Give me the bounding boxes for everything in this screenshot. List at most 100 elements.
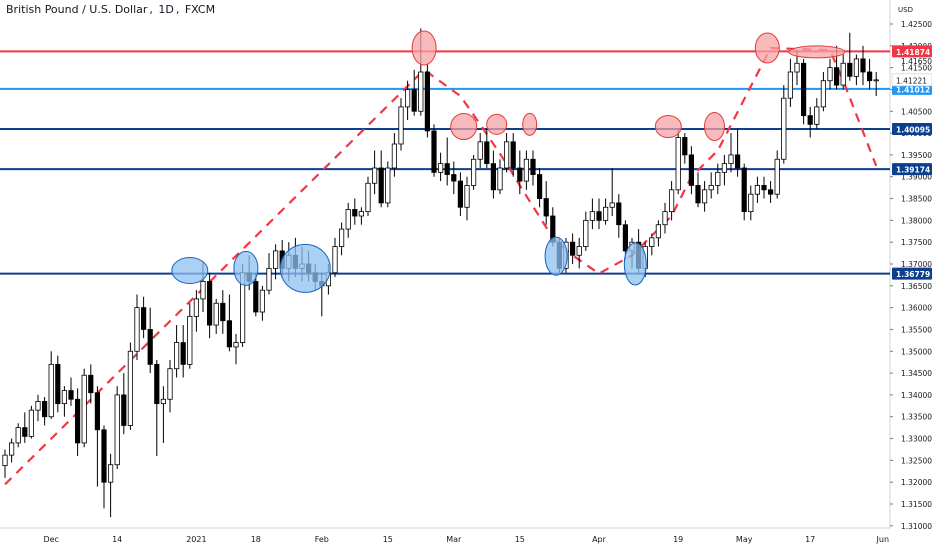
time-tick-label: 2021 xyxy=(186,535,206,544)
candle-body xyxy=(233,342,239,348)
candle-body xyxy=(266,267,272,291)
level-price-label: 1.41874 xyxy=(896,48,930,57)
support-marker[interactable] xyxy=(171,257,209,285)
candle-body xyxy=(391,143,398,169)
candle-body xyxy=(61,390,68,405)
candle-body xyxy=(464,185,470,208)
candle-body xyxy=(715,171,721,186)
time-tick-label: Mar xyxy=(446,535,462,544)
time-tick-label: 15 xyxy=(383,535,393,544)
resistance-marker[interactable] xyxy=(788,45,846,59)
level-price-label: 1.36779 xyxy=(896,270,930,279)
candle-body xyxy=(101,429,107,483)
level-price-badge xyxy=(892,267,932,280)
candle-body xyxy=(259,289,266,313)
candle-body xyxy=(88,374,94,394)
price-tick-label: 1.37000 xyxy=(901,260,932,269)
last-price-badge xyxy=(891,73,932,87)
candle-body xyxy=(431,130,437,173)
candle-body xyxy=(820,80,827,108)
price-tick-label: 1.35500 xyxy=(901,325,932,334)
candle-body xyxy=(695,185,701,204)
candle-body xyxy=(517,167,523,182)
resistance-marker[interactable] xyxy=(654,115,682,139)
candle-body xyxy=(503,141,510,169)
resistance-marker[interactable] xyxy=(411,30,437,66)
candle-body xyxy=(345,209,351,230)
candle-body xyxy=(774,158,780,195)
resistance-marker[interactable] xyxy=(450,113,478,141)
chart-title: British Pound / U.S. Dollar, 1D, FXCM xyxy=(6,3,216,16)
price-tick-label: 1.32000 xyxy=(901,478,932,487)
support-marker[interactable] xyxy=(279,243,331,293)
candle-body xyxy=(220,302,226,322)
candle-body xyxy=(42,401,48,418)
candle-body xyxy=(543,198,549,217)
candle-body xyxy=(741,167,747,213)
exchange: FXCM xyxy=(184,3,216,16)
currency-label: USD xyxy=(898,6,913,14)
price-tick-label: 1.33000 xyxy=(901,435,932,444)
support-marker[interactable] xyxy=(544,236,568,276)
candle-body xyxy=(873,79,879,82)
price-tick-label: 1.36000 xyxy=(901,304,932,313)
candle-body xyxy=(728,154,734,165)
candle-body xyxy=(721,163,728,173)
candle-body xyxy=(761,185,767,191)
candle-body xyxy=(134,307,140,352)
candle-body xyxy=(847,62,853,77)
candle-body xyxy=(193,298,199,317)
resistance-marker[interactable] xyxy=(754,32,780,64)
time-tick-label: Jun xyxy=(876,535,890,544)
resistance-marker[interactable] xyxy=(522,112,538,136)
level-price-badge xyxy=(892,45,932,58)
candle-body xyxy=(108,464,114,483)
extra-price-label: 1.41650 xyxy=(901,57,932,66)
trend-projection-line[interactable] xyxy=(4,46,878,486)
candle-body xyxy=(510,141,516,169)
candle-body xyxy=(622,224,629,252)
candle-body xyxy=(523,158,530,182)
time-tick-label: Feb xyxy=(315,535,329,544)
candle-body xyxy=(404,89,411,108)
candle-body xyxy=(35,401,41,411)
candle-body xyxy=(8,442,15,456)
candle-body xyxy=(154,363,160,405)
candle-body xyxy=(834,67,840,86)
candle-body xyxy=(768,189,774,195)
candle-body xyxy=(68,390,74,400)
candle-body xyxy=(484,141,490,165)
time-tick-label: 14 xyxy=(112,535,122,544)
price-tick-label: 1.32500 xyxy=(901,456,932,465)
price-tick-label: 1.35000 xyxy=(901,347,932,356)
candle-body xyxy=(385,167,391,204)
support-marker[interactable] xyxy=(233,250,259,286)
level-price-label: 1.40095 xyxy=(896,125,930,134)
resistance-marker[interactable] xyxy=(704,112,725,142)
price-tick-label: 1.39500 xyxy=(901,151,932,160)
candle-body xyxy=(48,363,54,418)
price-tick-label: 1.34500 xyxy=(901,369,932,378)
time-tick-label: Apr xyxy=(592,535,607,544)
price-tick-label: 1.36500 xyxy=(901,282,932,291)
time-tick-label: 18 xyxy=(251,535,261,544)
price-tick-label: 1.31500 xyxy=(901,500,932,509)
price-tick-label: 1.33500 xyxy=(901,413,932,422)
time-tick-label: 15 xyxy=(515,535,525,544)
support-marker[interactable] xyxy=(623,242,647,286)
candle-body xyxy=(378,167,384,204)
resistance-marker[interactable] xyxy=(486,113,508,135)
price-tick-label: 1.42500 xyxy=(901,20,932,29)
candle-body xyxy=(794,62,800,73)
time-tick-label: 17 xyxy=(805,535,815,544)
candle-body xyxy=(411,89,417,112)
candle-body xyxy=(675,137,681,191)
candle-body xyxy=(457,180,464,208)
price-tick-label: 1.41500 xyxy=(901,64,932,73)
price-tick-label: 1.38500 xyxy=(901,195,932,204)
interval: 1D xyxy=(158,3,174,16)
candle-body xyxy=(167,368,173,400)
candle-body xyxy=(358,211,365,217)
